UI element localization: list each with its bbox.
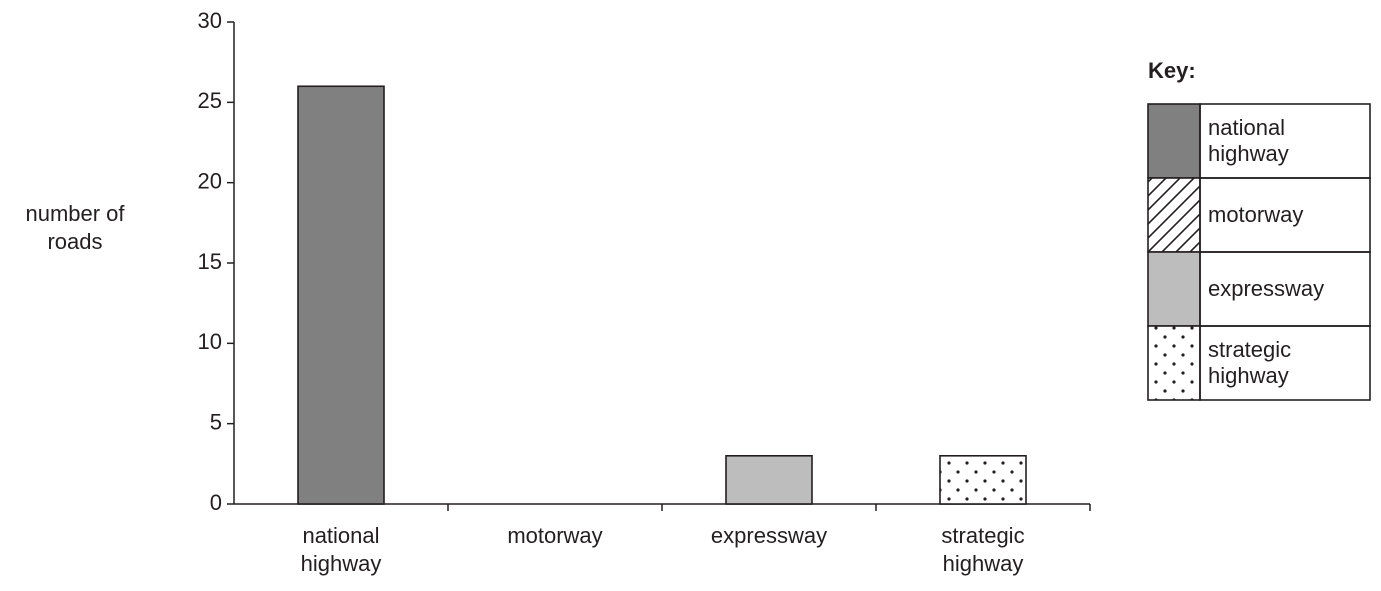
legend-title: Key: [1148, 58, 1196, 83]
legend-label: motorway [1208, 202, 1304, 227]
y-tick-label: 20 [198, 168, 222, 193]
x-tick-label: motorway [507, 523, 603, 548]
y-tick-label: 0 [210, 490, 222, 515]
legend-label: strategic highway [1208, 337, 1292, 388]
y-tick-label: 5 [210, 409, 222, 434]
legend-swatch [1147, 103, 1201, 179]
y-axis-label: number of roads [25, 201, 125, 254]
y-tick-label: 25 [198, 88, 222, 113]
x-tick-label: strategic highway [941, 523, 1025, 576]
legend-label: national highway [1208, 115, 1289, 166]
legend-swatch [1147, 177, 1201, 253]
bar [297, 85, 385, 505]
legend-label: expressway [1208, 276, 1325, 301]
legend-cell [1199, 325, 1371, 401]
bar [939, 454, 1027, 505]
y-tick-label: 15 [198, 249, 222, 274]
y-tick-label: 10 [198, 329, 222, 354]
y-tick-label: 30 [198, 8, 222, 33]
x-tick-label: expressway [710, 523, 828, 548]
bar [725, 454, 813, 505]
x-tick-label: national highway [300, 523, 382, 576]
legend-swatch [1147, 325, 1201, 401]
legend-swatch [1147, 251, 1201, 327]
